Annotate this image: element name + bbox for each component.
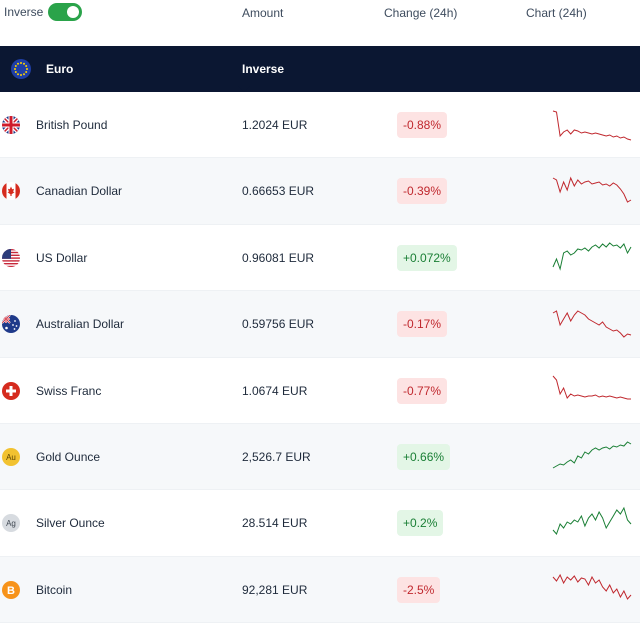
table-row[interactable]: British Pound 1.2024 EUR -0.88% (0, 92, 640, 159)
change-badge: +0.072% (397, 244, 457, 271)
change-column-header[interactable]: Change (24h) (384, 6, 458, 20)
currency-amount: 92,281 EUR (242, 582, 308, 597)
change-badge: +0.66% (397, 443, 451, 470)
table-row[interactable]: Australian Dollar 0.59756 EUR -0.17% (0, 291, 640, 358)
uk-flag-icon (2, 116, 20, 134)
sparkline-chart (552, 242, 632, 271)
table-header: Inverse Amount Change (24h) Chart (24h) (0, 0, 640, 46)
change-badge: -0.77% (397, 377, 448, 404)
amount-column-header[interactable]: Amount (242, 6, 284, 20)
eu-flag-icon (11, 59, 31, 79)
sparkline-chart (552, 176, 632, 204)
sparkline-chart (552, 375, 631, 400)
svg-text:Ag: Ag (6, 519, 16, 528)
table-row[interactable]: B Bitcoin 92,281 EUR -2.5% (0, 556, 640, 623)
svg-text:B: B (7, 585, 15, 597)
table-row[interactable]: US Dollar 0.96081 EUR +0.072% (0, 225, 640, 292)
table-row[interactable]: Swiss Franc 1.0674 EUR -0.77% (0, 358, 640, 424)
currency-amount: 1.2024 EUR (242, 118, 308, 132)
change-badge: -0.88% (397, 112, 448, 138)
currency-amount: 0.66653 EUR (242, 184, 315, 199)
canada-flag-icon (2, 182, 20, 201)
currency-name: Australian Dollar (36, 317, 125, 332)
chart-column-header: Chart (24h) (526, 6, 587, 20)
active-column-caret (238, 86, 250, 92)
inverse-toggle[interactable] (48, 3, 83, 21)
currency-name: Silver Ounce (36, 516, 105, 531)
sparkline-chart (552, 441, 632, 469)
bitcoin-icon: B (2, 580, 20, 599)
currency-amount: 1.0674 EUR (242, 383, 308, 398)
change-badge: -0.17% (397, 311, 448, 338)
currency-amount: 0.59756 EUR (242, 317, 315, 332)
svg-text:Au: Au (6, 453, 16, 462)
table-row[interactable]: Ag Silver Ounce 28.514 EUR +0.2% (0, 490, 640, 557)
base-currency-bar[interactable]: Euro Inverse (0, 46, 640, 92)
currency-name: Canadian Dollar (36, 184, 123, 199)
change-badge: -0.39% (397, 178, 448, 205)
currency-name: US Dollar (36, 250, 88, 265)
currency-name: Bitcoin (36, 582, 73, 597)
currency-amount: 28.514 EUR (242, 516, 308, 531)
sparkline-chart (552, 573, 632, 600)
currency-amount: 2,526.7 EUR (242, 449, 311, 464)
australia-flag-icon (2, 315, 20, 334)
currency-amount: 0.96081 EUR (242, 250, 315, 265)
base-inverse-label: Inverse (242, 62, 285, 76)
inverse-toggle-group[interactable]: Inverse (4, 3, 83, 21)
currency-name: Swiss Franc (36, 383, 102, 398)
gold-coin-icon: Au (2, 447, 20, 466)
inverse-label: Inverse (4, 5, 44, 19)
currency-list: British Pound 1.2024 EUR -0.88% Canadian… (0, 92, 640, 623)
change-badge: -2.5% (397, 576, 441, 603)
change-badge: +0.2% (397, 510, 444, 537)
table-row[interactable]: Au Gold Ounce 2,526.7 EUR +0.66% (0, 423, 640, 491)
currency-name: Gold Ounce (36, 449, 101, 464)
table-row[interactable]: Canadian Dollar 0.66653 EUR -0.39% (0, 158, 640, 225)
silver-coin-icon: Ag (2, 514, 20, 533)
toggle-knob (67, 6, 80, 18)
us-flag-icon (2, 248, 20, 267)
swiss-flag-icon (2, 381, 20, 400)
currency-name: British Pound (36, 118, 108, 132)
sparkline-chart (552, 507, 632, 536)
base-currency-name: Euro (46, 62, 74, 76)
sparkline-chart (552, 110, 632, 141)
sparkline-chart (552, 310, 632, 338)
